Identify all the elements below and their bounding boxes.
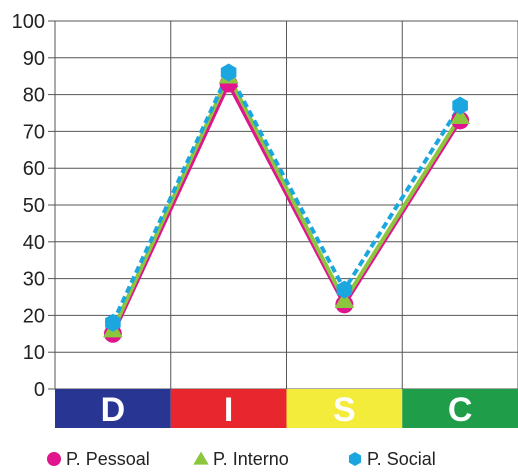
legend-marker-0 [47,452,61,466]
y-tick-label: 10 [23,342,45,364]
y-tick-label: 50 [23,195,45,217]
legend-label: P. Social [367,449,436,469]
data-point-series-2 [220,63,237,82]
series-line-1 [111,71,462,331]
data-point-series-2 [105,313,121,332]
series-line-2 [111,68,462,324]
category-label-d: D [101,391,126,429]
data-point-series-2 [336,280,353,299]
legend-marker-2 [348,452,362,466]
legend-label: P. Pessoal [66,449,150,469]
category-block-c [402,389,518,428]
data-point-series-1 [334,290,355,308]
y-tick-label: 40 [23,232,45,254]
category-label-c: C [448,391,473,429]
legend-label: P. Interno [213,449,289,469]
y-tick-label: 100 [12,11,45,33]
legend-marker-1 [193,451,209,465]
y-tick-label: 90 [23,48,45,70]
data-point-series-1 [450,106,471,124]
category-label-s: S [333,391,356,429]
y-tick-label: 80 [23,85,45,107]
y-tick-label: 70 [23,121,45,143]
y-tick-label: 60 [23,158,45,180]
category-block-i [170,389,287,428]
category-block-s [286,389,403,428]
data-point-series-2 [452,96,468,115]
category-block-d [55,389,171,428]
category-label-i: I [224,391,233,429]
y-tick-label: 30 [23,269,45,291]
y-tick-label: 20 [23,305,45,327]
y-tick-label: 0 [34,379,45,401]
